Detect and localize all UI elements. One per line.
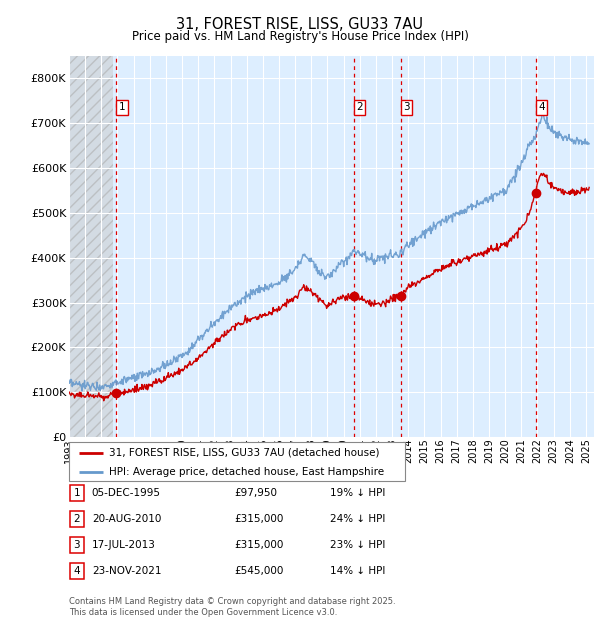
FancyBboxPatch shape bbox=[70, 485, 84, 501]
Text: Contains HM Land Registry data © Crown copyright and database right 2025.
This d: Contains HM Land Registry data © Crown c… bbox=[69, 598, 395, 617]
Text: 31, FOREST RISE, LISS, GU33 7AU: 31, FOREST RISE, LISS, GU33 7AU bbox=[176, 17, 424, 32]
Text: £315,000: £315,000 bbox=[234, 514, 283, 524]
Bar bbox=[69, 56, 113, 437]
Text: 3: 3 bbox=[403, 102, 410, 112]
Text: 14% ↓ HPI: 14% ↓ HPI bbox=[330, 566, 385, 576]
Text: 4: 4 bbox=[538, 102, 545, 112]
FancyBboxPatch shape bbox=[70, 537, 84, 553]
Text: 05-DEC-1995: 05-DEC-1995 bbox=[92, 488, 161, 498]
Text: 23% ↓ HPI: 23% ↓ HPI bbox=[330, 540, 385, 550]
Text: 20-AUG-2010: 20-AUG-2010 bbox=[92, 514, 161, 524]
Text: HPI: Average price, detached house, East Hampshire: HPI: Average price, detached house, East… bbox=[109, 467, 385, 477]
FancyBboxPatch shape bbox=[70, 563, 84, 579]
Text: 3: 3 bbox=[73, 540, 80, 550]
Text: 2: 2 bbox=[356, 102, 363, 112]
Text: 19% ↓ HPI: 19% ↓ HPI bbox=[330, 488, 385, 498]
Text: £545,000: £545,000 bbox=[234, 566, 283, 576]
Text: 1: 1 bbox=[73, 488, 80, 498]
FancyBboxPatch shape bbox=[70, 511, 84, 527]
Text: 1: 1 bbox=[119, 102, 125, 112]
Text: 31, FOREST RISE, LISS, GU33 7AU (detached house): 31, FOREST RISE, LISS, GU33 7AU (detache… bbox=[109, 448, 380, 458]
Text: 4: 4 bbox=[73, 566, 80, 576]
Text: Price paid vs. HM Land Registry's House Price Index (HPI): Price paid vs. HM Land Registry's House … bbox=[131, 30, 469, 43]
Text: 24% ↓ HPI: 24% ↓ HPI bbox=[330, 514, 385, 524]
Text: 23-NOV-2021: 23-NOV-2021 bbox=[92, 566, 161, 576]
FancyBboxPatch shape bbox=[69, 442, 405, 481]
Text: 2: 2 bbox=[73, 514, 80, 524]
Text: 17-JUL-2013: 17-JUL-2013 bbox=[92, 540, 155, 550]
Text: £97,950: £97,950 bbox=[234, 488, 277, 498]
Text: £315,000: £315,000 bbox=[234, 540, 283, 550]
